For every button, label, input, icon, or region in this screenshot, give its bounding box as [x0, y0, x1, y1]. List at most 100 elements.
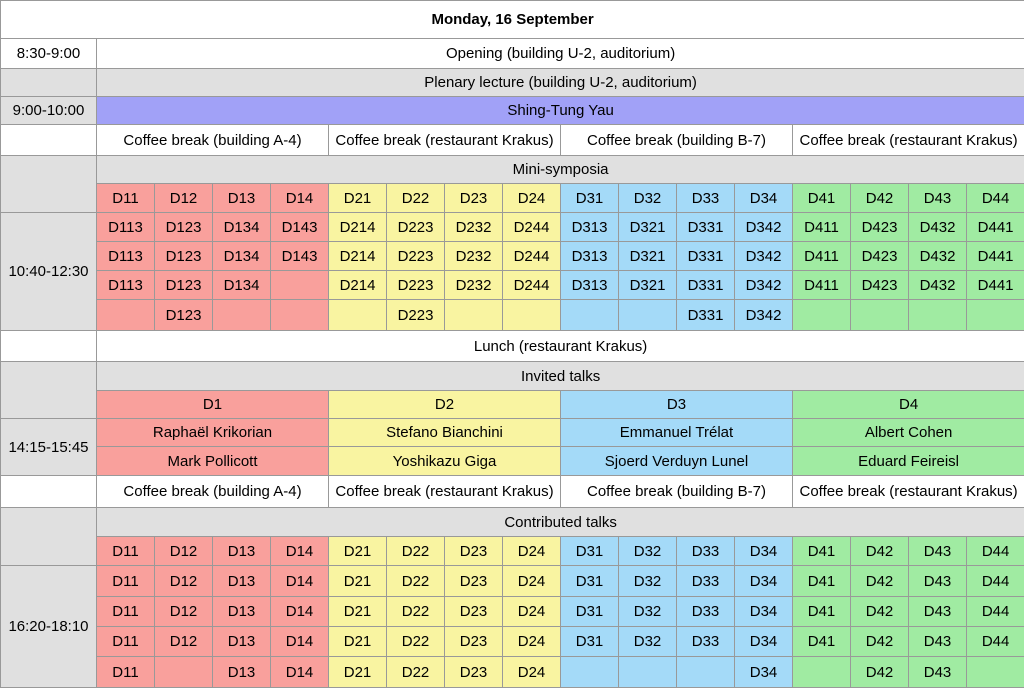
session-cell: D44	[967, 597, 1024, 627]
invited-talks-section-header: Invited talks	[97, 362, 1024, 391]
time-label-coffee2-empty	[1, 476, 97, 508]
session-cell: D12	[155, 627, 213, 657]
session-cell	[967, 657, 1024, 688]
time-label-invited-empty	[1, 362, 97, 419]
session-cell: D244	[503, 242, 561, 271]
session-cell: D41	[793, 566, 851, 597]
session-header-cell: D13	[213, 184, 271, 213]
session-header-cell: D21	[329, 537, 387, 566]
session-cell: D321	[619, 213, 677, 242]
session-cell: D33	[677, 597, 735, 627]
session-header-cell: D11	[97, 537, 155, 566]
session-cell: D21	[329, 627, 387, 657]
session-cell: D232	[445, 213, 503, 242]
session-cell: D24	[503, 657, 561, 688]
session-cell: D223	[387, 242, 445, 271]
session-cell	[445, 300, 503, 331]
time-label-contributed-empty	[1, 508, 97, 566]
speaker-cell: Emmanuel Trélat	[561, 419, 793, 447]
time-label-opening: 8:30-9:00	[1, 39, 97, 69]
session-cell: D223	[387, 300, 445, 331]
session-cell: D123	[155, 271, 213, 300]
session-cell: D23	[445, 657, 503, 688]
session-header-cell: D23	[445, 537, 503, 566]
lunch-event-cell: Lunch (restaurant Krakus)	[97, 331, 1024, 362]
session-cell	[561, 300, 619, 331]
session-cell: D14	[271, 657, 329, 688]
session-cell: D11	[97, 566, 155, 597]
session-cell	[851, 300, 909, 331]
session-cell: D42	[851, 657, 909, 688]
session-cell: D12	[155, 566, 213, 597]
session-cell: D34	[735, 627, 793, 657]
session-header-cell: D32	[619, 537, 677, 566]
session-cell: D123	[155, 300, 213, 331]
session-header-cell: D42	[851, 184, 909, 213]
speaker-cell: Raphaël Krikorian	[97, 419, 329, 447]
plenary-section-header: Plenary lecture (building U-2, auditoriu…	[97, 69, 1024, 97]
session-cell	[677, 657, 735, 688]
session-cell: D14	[271, 627, 329, 657]
session-cell	[329, 300, 387, 331]
session-cell	[271, 300, 329, 331]
coffee-break-cell: Coffee break (building A-4)	[97, 476, 329, 508]
session-cell: D342	[735, 271, 793, 300]
session-cell: D123	[155, 213, 213, 242]
session-cell	[155, 657, 213, 688]
session-cell: D11	[97, 627, 155, 657]
session-cell: D13	[213, 597, 271, 627]
time-label-invited: 14:15-15:45	[1, 419, 97, 476]
session-cell: D313	[561, 213, 619, 242]
session-cell	[967, 300, 1024, 331]
session-cell	[503, 300, 561, 331]
session-cell: D423	[851, 242, 909, 271]
session-cell: D441	[967, 242, 1024, 271]
session-header-cell: D33	[677, 184, 735, 213]
session-cell: D342	[735, 242, 793, 271]
session-cell: D331	[677, 242, 735, 271]
session-cell: D31	[561, 627, 619, 657]
session-cell: D432	[909, 242, 967, 271]
session-cell: D21	[329, 657, 387, 688]
session-cell: D321	[619, 242, 677, 271]
session-header-cell: D44	[967, 537, 1024, 566]
session-cell: D33	[677, 627, 735, 657]
session-header-cell: D34	[735, 184, 793, 213]
coffee-break-cell: Coffee break (restaurant Krakus)	[793, 476, 1024, 508]
session-cell: D41	[793, 627, 851, 657]
coffee-break-cell: Coffee break (building A-4)	[97, 125, 329, 156]
session-header-cell: D42	[851, 537, 909, 566]
time-label-mini: 10:40-12:30	[1, 213, 97, 331]
session-cell: D331	[677, 271, 735, 300]
session-header-cell: D34	[735, 537, 793, 566]
session-header-cell: D12	[155, 537, 213, 566]
session-cell: D134	[213, 271, 271, 300]
session-cell: D34	[735, 597, 793, 627]
session-header-cell: D12	[155, 184, 213, 213]
session-cell: D11	[97, 597, 155, 627]
session-cell: D32	[619, 566, 677, 597]
session-cell: D43	[909, 597, 967, 627]
session-header-cell: D24	[503, 537, 561, 566]
coffee-break-cell: Coffee break (building B-7)	[561, 476, 793, 508]
session-cell: D313	[561, 271, 619, 300]
session-cell: D43	[909, 566, 967, 597]
session-cell: D43	[909, 657, 967, 688]
session-cell: D113	[97, 213, 155, 242]
session-cell: D33	[677, 566, 735, 597]
session-header-cell: D22	[387, 184, 445, 213]
opening-event-cell: Opening (building U-2, auditorium)	[97, 39, 1024, 69]
time-label-coffee1-empty	[1, 125, 97, 156]
session-cell: D223	[387, 213, 445, 242]
session-cell: D232	[445, 271, 503, 300]
session-cell: D244	[503, 271, 561, 300]
session-cell: D43	[909, 627, 967, 657]
session-cell: D342	[735, 300, 793, 331]
session-cell: D423	[851, 271, 909, 300]
session-cell: D13	[213, 657, 271, 688]
session-cell: D11	[97, 657, 155, 688]
session-header-cell: D3	[561, 391, 793, 419]
session-cell	[561, 657, 619, 688]
speaker-cell: Sjoerd Verduyn Lunel	[561, 447, 793, 476]
session-cell: D22	[387, 657, 445, 688]
